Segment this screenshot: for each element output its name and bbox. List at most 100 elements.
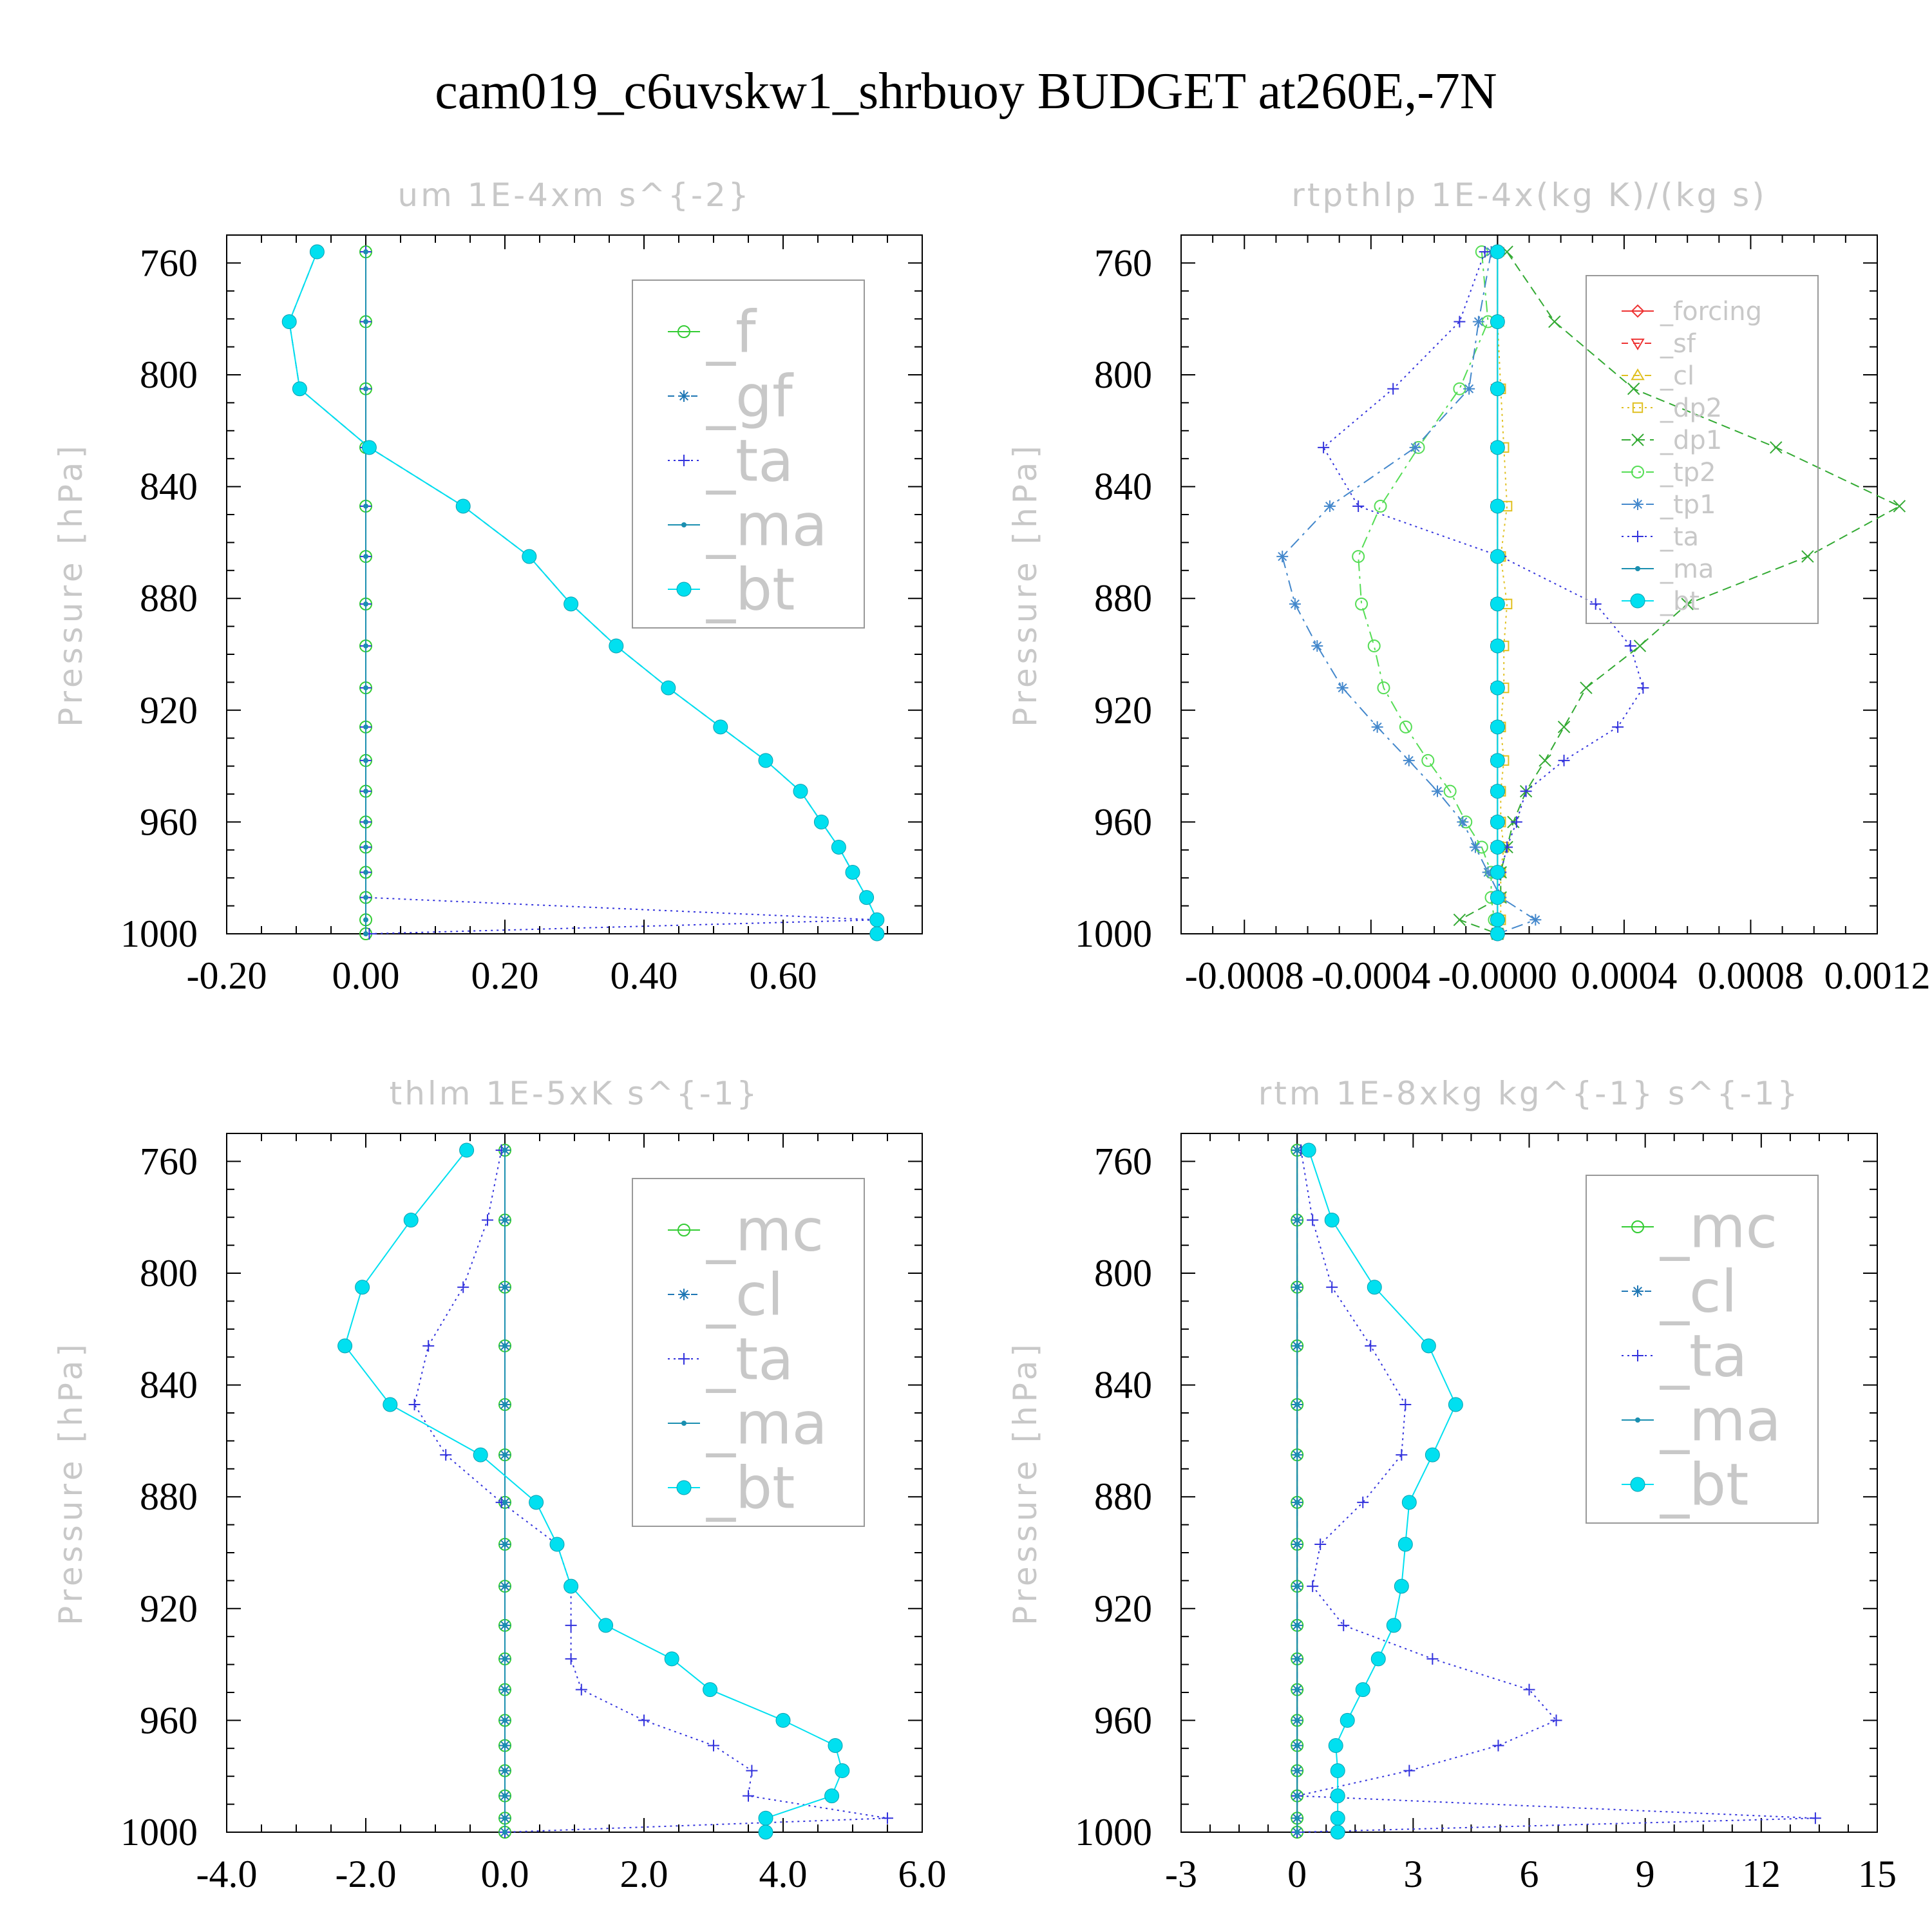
data-point [1276,551,1289,563]
data-point [363,757,368,763]
data-point [1681,598,1694,611]
data-point [1330,1810,1345,1826]
data-point [1294,1768,1300,1774]
data-point [1472,316,1484,328]
data-point [440,1449,452,1461]
data-point [758,1810,773,1826]
data-point [1371,721,1383,733]
data-point [598,1618,614,1633]
series-ta [1318,246,1649,940]
data-point [1490,719,1505,735]
data-point [1770,441,1783,454]
data-point [1490,244,1505,260]
data-point [882,1812,893,1824]
series-bt [337,1142,850,1840]
data-point [1301,1142,1316,1158]
y-tick-label: 920 [1094,689,1152,732]
series-bt [1301,1142,1463,1840]
data-point [363,249,368,255]
y-tick-label: 1000 [1075,1811,1152,1853]
y-tick-label: 960 [1094,1699,1152,1741]
legend-marker [1632,1285,1643,1297]
data-point [1367,1280,1382,1295]
data-point [1307,1214,1319,1226]
data-point [1365,1340,1377,1352]
data-point [1323,500,1336,512]
data-point [831,839,846,855]
y-axis-label: Pressure [hPa] [52,1340,90,1625]
data-point [455,498,471,514]
legend-marker [681,1421,687,1426]
y-tick-label: 960 [1094,800,1152,843]
y-axis-label: Pressure [hPa] [1007,1340,1044,1625]
panel-title: rtpthlp 1E-4x(kg K)/(kg s) [1291,176,1766,214]
legend-label: _tp1 [1660,490,1716,520]
y-tick-label: 920 [140,1587,198,1630]
legend-marker [677,325,690,338]
chart-panel-1: um 1E-4xm s^{-2} Pressure [hPa] 760 800 840 8… [52,176,923,997]
data-point [502,1343,507,1349]
legend-box [632,279,865,629]
data-point [1294,1743,1300,1748]
legend-marker [676,1480,692,1495]
data-point [1294,1830,1300,1835]
data-point [1523,1683,1535,1696]
panel-title: rtm 1E-8xkg kg^{-1} s^{-1} [1258,1075,1801,1112]
data-point [1387,383,1399,395]
y-tick-label: 800 [140,354,198,396]
data-point [502,1148,507,1153]
x-tick-label: 9 [1636,1853,1655,1895]
legend-marker [1631,1220,1644,1233]
legend-label: _cl [1660,1258,1738,1326]
legend-marker [1630,1477,1645,1492]
legend-marker [678,390,690,402]
data-point [363,643,368,649]
legend-marker [677,1224,690,1236]
data-point [502,1743,507,1748]
data-point [403,1213,419,1228]
data-point [1457,816,1469,828]
data-point [502,1217,507,1223]
series-line [1497,252,1508,934]
data-point [363,601,368,607]
data-point [828,1738,843,1753]
data-point [793,784,808,799]
data-point [575,1683,587,1696]
legend-label: _ma [1660,1387,1781,1455]
legend-marker [1630,593,1645,609]
data-point [609,638,624,654]
chart-panel-4: rtm 1E-8xkg kg^{-1} s^{-1} Pressure [hPa]… [1007,1075,1897,1895]
y-tick-label: 1000 [1075,913,1152,955]
x-tick-label: 0.0004 [1571,954,1677,997]
legend: _forcing_sf_cl_dp2 _dp1 _tp2_tp1_ta_ma _bt [1586,275,1819,624]
x-tick-label: 15 [1858,1853,1897,1895]
data-point [502,1622,507,1628]
data-point [1589,598,1602,610]
data-point [564,1578,579,1594]
data-point [1490,839,1505,855]
data-point [1403,1765,1416,1777]
y-tick-label: 960 [140,1699,198,1741]
data-point [1612,721,1624,733]
data-point [1550,1714,1562,1727]
data-point [1311,639,1323,652]
series-ma [1294,1148,1300,1835]
y-tick-label: 960 [140,800,198,843]
y-tick-label: 880 [140,1475,198,1518]
data-point [1637,682,1649,694]
legend-label: _bt [706,1455,795,1522]
data-point [1294,1541,1300,1547]
legend-marker [1631,466,1644,478]
x-tick-label: 4.0 [759,1853,808,1895]
data-point [1454,316,1466,328]
y-tick-label: 800 [1094,1252,1152,1294]
data-point [869,926,885,942]
data-point [1448,1397,1463,1412]
data-point [549,1537,565,1552]
legend-marker [1631,304,1645,318]
legend-marker [676,582,692,597]
data-point [309,244,325,260]
data-point [1490,596,1505,612]
data-point [1893,500,1906,513]
data-point [1633,639,1647,652]
